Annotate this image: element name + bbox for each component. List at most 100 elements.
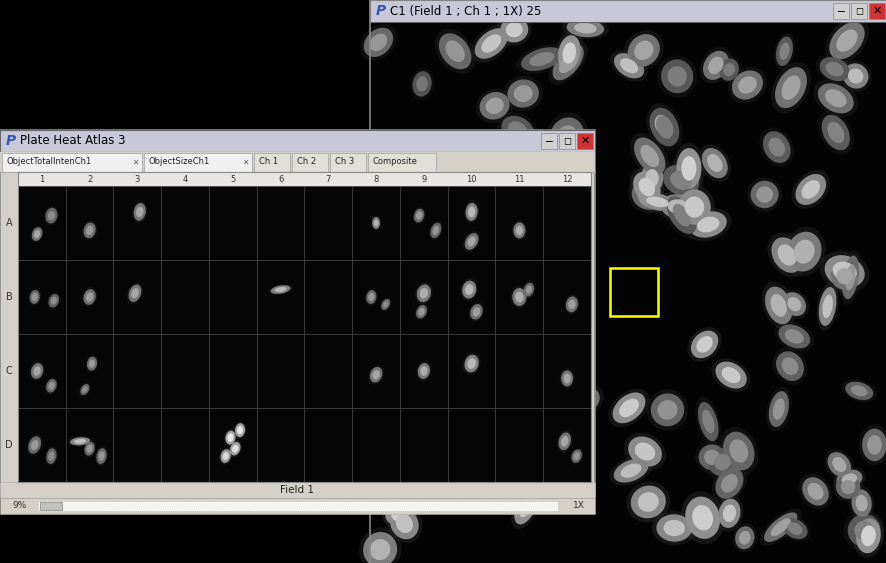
- Ellipse shape: [34, 367, 41, 376]
- Ellipse shape: [672, 204, 690, 226]
- Ellipse shape: [542, 201, 583, 238]
- Ellipse shape: [786, 232, 820, 271]
- Bar: [40, 502, 62, 510]
- Ellipse shape: [722, 432, 754, 470]
- Ellipse shape: [460, 165, 511, 203]
- Ellipse shape: [445, 41, 464, 62]
- Ellipse shape: [623, 433, 665, 470]
- Ellipse shape: [732, 524, 756, 552]
- Ellipse shape: [778, 324, 809, 348]
- Ellipse shape: [82, 386, 88, 393]
- Ellipse shape: [390, 508, 418, 539]
- Ellipse shape: [629, 168, 664, 206]
- Ellipse shape: [553, 211, 572, 229]
- Bar: [369, 22, 886, 563]
- Ellipse shape: [835, 29, 857, 52]
- Ellipse shape: [464, 284, 473, 295]
- Text: ◻: ◻: [563, 136, 571, 146]
- Ellipse shape: [706, 154, 722, 172]
- Ellipse shape: [82, 221, 97, 240]
- Ellipse shape: [510, 286, 527, 309]
- Ellipse shape: [722, 504, 735, 522]
- Ellipse shape: [28, 288, 41, 306]
- Ellipse shape: [373, 220, 378, 226]
- Ellipse shape: [680, 491, 724, 544]
- Text: A: A: [5, 218, 12, 228]
- Ellipse shape: [481, 251, 503, 284]
- Ellipse shape: [573, 452, 579, 460]
- Ellipse shape: [366, 290, 376, 304]
- Ellipse shape: [524, 419, 540, 438]
- Ellipse shape: [481, 406, 511, 428]
- Ellipse shape: [487, 411, 505, 424]
- Bar: [304, 260, 352, 334]
- Ellipse shape: [825, 62, 843, 77]
- Bar: [0, 130, 595, 496]
- Text: ✕: ✕: [242, 158, 248, 167]
- Ellipse shape: [437, 383, 470, 423]
- Ellipse shape: [817, 83, 852, 113]
- Ellipse shape: [415, 366, 439, 390]
- Ellipse shape: [848, 486, 874, 520]
- Bar: [850, 3, 866, 19]
- Ellipse shape: [703, 51, 728, 80]
- Ellipse shape: [429, 303, 477, 338]
- Ellipse shape: [368, 480, 398, 499]
- Bar: [304, 408, 352, 482]
- Ellipse shape: [369, 539, 390, 560]
- Ellipse shape: [763, 512, 797, 542]
- Text: C: C: [5, 366, 12, 376]
- Ellipse shape: [379, 170, 410, 222]
- Ellipse shape: [676, 148, 701, 189]
- Ellipse shape: [134, 203, 145, 221]
- Bar: [447, 186, 495, 260]
- Ellipse shape: [703, 445, 739, 480]
- Ellipse shape: [372, 217, 380, 229]
- Bar: [256, 408, 304, 482]
- Ellipse shape: [689, 211, 726, 238]
- Ellipse shape: [362, 532, 397, 563]
- Text: ✕: ✕: [871, 6, 881, 16]
- Text: Ch 2: Ch 2: [297, 158, 315, 167]
- Ellipse shape: [486, 258, 499, 277]
- Ellipse shape: [437, 289, 453, 306]
- Ellipse shape: [555, 31, 583, 75]
- Ellipse shape: [839, 60, 871, 92]
- Text: ✕: ✕: [579, 136, 589, 146]
- Ellipse shape: [546, 205, 579, 235]
- Ellipse shape: [627, 179, 664, 213]
- Ellipse shape: [828, 22, 864, 59]
- Ellipse shape: [855, 495, 867, 511]
- Bar: [209, 260, 256, 334]
- Ellipse shape: [841, 473, 856, 485]
- Ellipse shape: [772, 399, 784, 420]
- Ellipse shape: [528, 307, 554, 334]
- Ellipse shape: [737, 76, 756, 93]
- Ellipse shape: [610, 50, 647, 82]
- Bar: [18, 186, 66, 260]
- Ellipse shape: [707, 57, 723, 74]
- Ellipse shape: [662, 165, 698, 196]
- Ellipse shape: [462, 280, 476, 298]
- Ellipse shape: [470, 24, 511, 62]
- Ellipse shape: [832, 262, 856, 282]
- Bar: [256, 334, 304, 408]
- Ellipse shape: [373, 157, 400, 187]
- Ellipse shape: [640, 145, 658, 167]
- Ellipse shape: [86, 226, 93, 235]
- Bar: [495, 260, 542, 334]
- Ellipse shape: [89, 359, 95, 368]
- Ellipse shape: [651, 511, 696, 545]
- Ellipse shape: [29, 290, 40, 304]
- Ellipse shape: [515, 226, 523, 235]
- Ellipse shape: [467, 358, 476, 369]
- Ellipse shape: [447, 407, 466, 429]
- Ellipse shape: [507, 79, 539, 108]
- Ellipse shape: [467, 236, 475, 247]
- Ellipse shape: [80, 384, 89, 395]
- Ellipse shape: [827, 452, 851, 477]
- Text: 10: 10: [466, 175, 477, 184]
- Ellipse shape: [127, 283, 143, 304]
- Ellipse shape: [484, 207, 517, 244]
- Ellipse shape: [471, 189, 506, 238]
